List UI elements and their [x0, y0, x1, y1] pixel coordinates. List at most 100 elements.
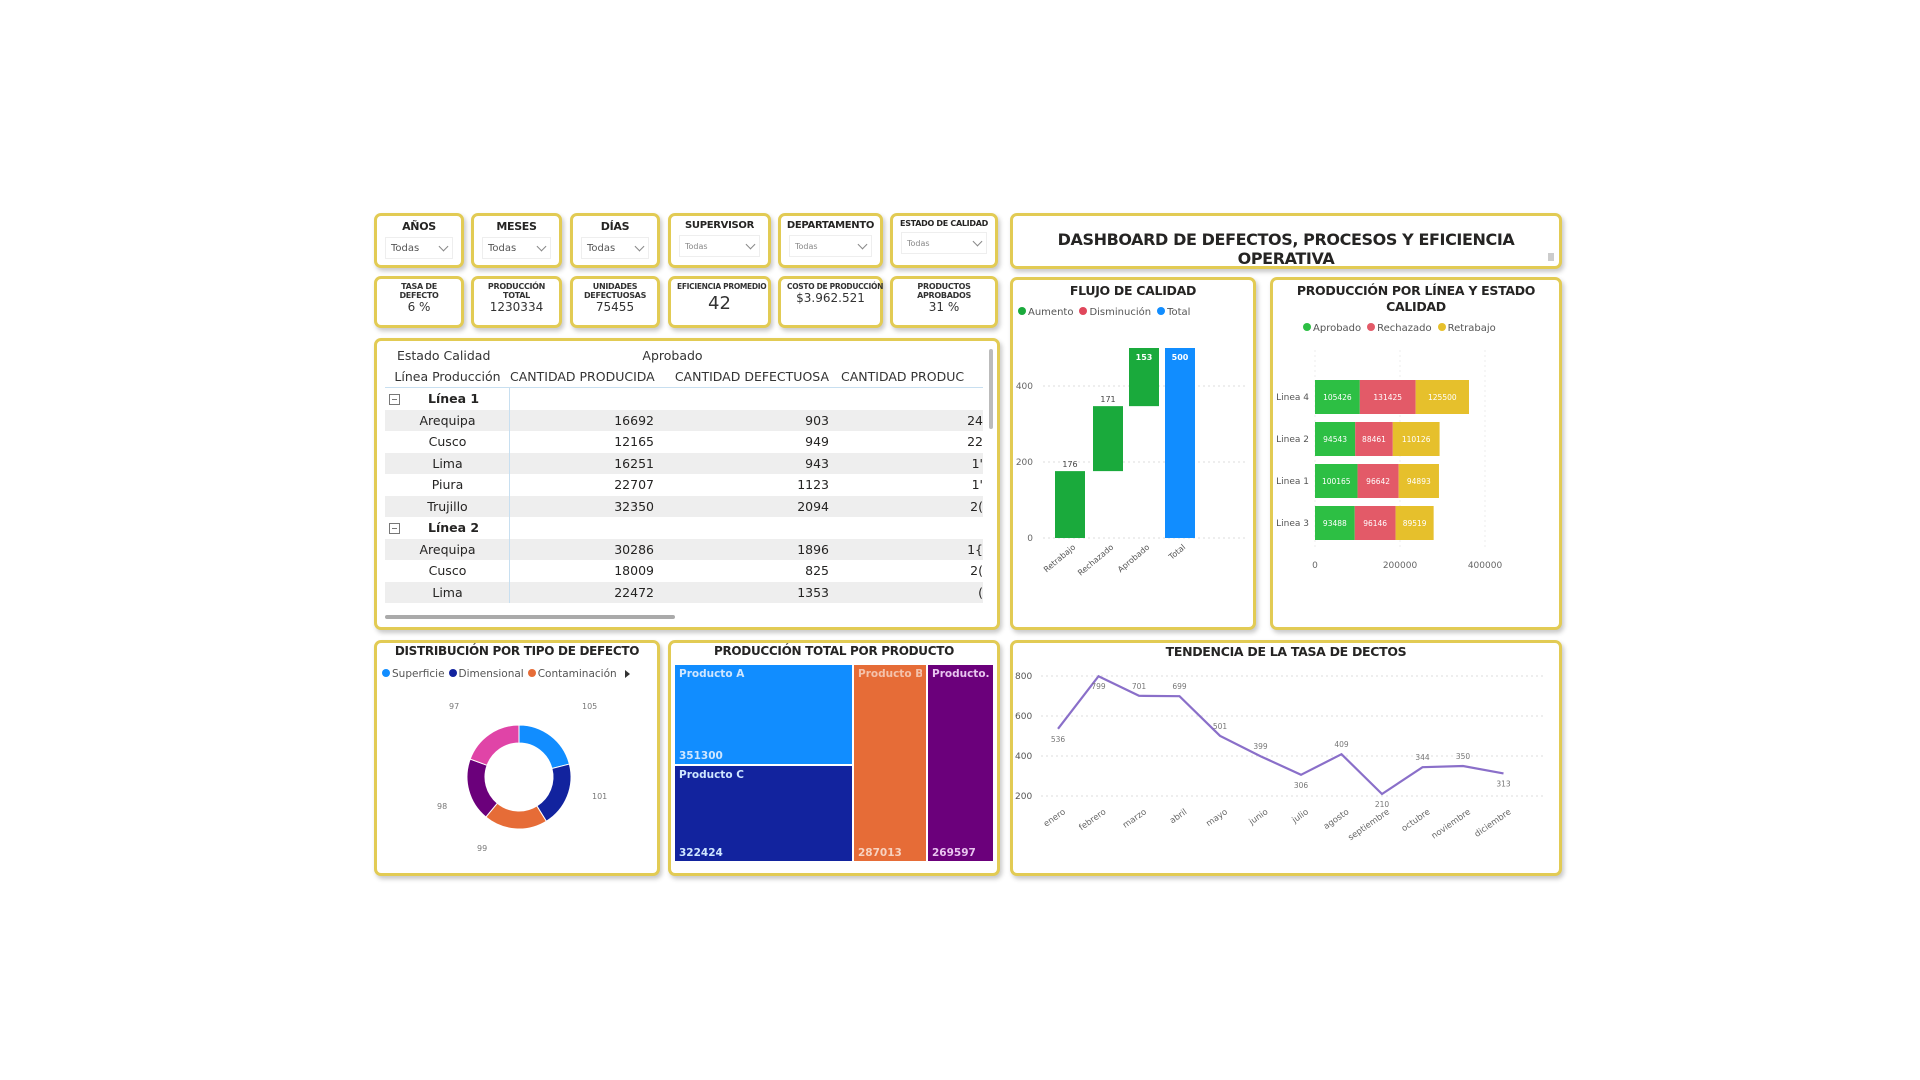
legend-item[interactable]: Dimensional	[448, 668, 524, 680]
waterfall-plot: 0 200 400 176 Retrabajo 171 Rechazado 153 Aproba…	[1016, 348, 1248, 578]
legend-dot-icon	[527, 669, 536, 677]
slicer-días: DÍAS Todas	[570, 213, 660, 268]
svg-text:101: 101	[592, 792, 607, 801]
tile-label: Producto...	[932, 668, 989, 680]
treemap-plot: Producto A 351300 Producto C 322424 Prod…	[675, 665, 993, 861]
legend-item[interactable]: Disminución	[1079, 307, 1151, 318]
column-group-header[interactable]: Aprobado	[642, 348, 703, 363]
waterfall-bar	[1093, 406, 1123, 472]
kpi-card: PRODUCCIÓN TOTAL 1230334	[471, 276, 562, 328]
slicer-estado-de-calidad: ESTADO DE CALIDAD Todas	[890, 213, 998, 268]
kpi-card: COSTO DE PRODUCCIÓN $3.962.521	[778, 276, 883, 328]
svg-text:0: 0	[1312, 561, 1318, 571]
bar-segment	[1354, 506, 1396, 540]
svg-text:210: 210	[1375, 800, 1390, 809]
extra-cell: (	[978, 584, 983, 600]
svg-text:94893: 94893	[1407, 477, 1431, 486]
donut-chart: DISTRIBUCIÓN POR TIPO DE DEFECTO Superfi…	[374, 640, 660, 876]
defectuosa-cell: 1353	[797, 584, 829, 600]
legend-item[interactable]: Aumento	[1018, 307, 1073, 318]
slicer-años: AÑOS Todas	[374, 213, 464, 268]
row-header-top: Estado Calidad	[397, 348, 491, 363]
collapse-icon[interactable]	[389, 394, 400, 406]
collapse-icon[interactable]	[389, 523, 400, 535]
svg-text:94543: 94543	[1323, 435, 1347, 444]
slicer-dropdown[interactable]: Todas	[385, 237, 453, 259]
column-header[interactable]: CANTIDAD DEFECTUOSA	[674, 369, 829, 384]
chevron-down-icon	[634, 241, 645, 251]
waterfall-bar	[1165, 348, 1195, 538]
extra-cell: 1{	[967, 541, 983, 557]
kpi-card: EFICIENCIA PROMEDIO 42	[668, 276, 771, 328]
svg-text:100165: 100165	[1322, 477, 1351, 486]
legend-item[interactable]: Contaminación	[527, 668, 617, 680]
slicer-value: Todas	[685, 241, 708, 251]
svg-text:Linea 4: Linea 4	[1276, 393, 1309, 403]
svg-text:125500: 125500	[1428, 393, 1457, 402]
donut-plot: 105 101 99 98 97	[437, 702, 607, 853]
svg-text:Linea 3: Linea 3	[1276, 519, 1309, 529]
slicer-dropdown[interactable]: Todas	[679, 235, 760, 257]
horizontal-scrollbar[interactable]	[385, 615, 675, 619]
city-cell: Lima	[432, 455, 463, 471]
treemap-chart: PRODUCCIÓN TOTAL POR PRODUCTO Producto A…	[668, 640, 1000, 876]
column-header[interactable]: CANTIDAD PRODUC	[841, 369, 965, 384]
extra-cell: 2(	[970, 563, 983, 579]
slicer-value: Todas	[907, 238, 930, 248]
bar-segment	[1357, 464, 1399, 498]
treemap-tile[interactable]: Producto B 287013	[854, 665, 926, 861]
chevron-down-icon	[536, 241, 547, 251]
tile-label: Producto B	[858, 668, 922, 680]
svg-text:96642: 96642	[1366, 477, 1390, 486]
svg-text:93488: 93488	[1323, 519, 1347, 528]
slicer-meses: MESES Todas	[471, 213, 562, 268]
bar-segment	[1359, 380, 1416, 414]
slicer-value: Todas	[488, 242, 517, 254]
svg-text:800: 800	[1015, 672, 1032, 682]
slicer-supervisor: SUPERVISOR Todas	[668, 213, 771, 268]
slicer-value: Todas	[587, 242, 616, 254]
column-header[interactable]: CANTIDAD PRODUCIDA	[510, 369, 655, 384]
resize-handle[interactable]	[1548, 253, 1554, 261]
tile-label: Producto C	[679, 769, 744, 781]
table-row: Cusco 12165 949 22	[385, 431, 983, 453]
legend-item[interactable]: Retrabajo	[1437, 323, 1496, 334]
treemap-tile[interactable]: Producto C 322424	[675, 766, 852, 861]
svg-text:701: 701	[1132, 682, 1147, 691]
slicer-dropdown[interactable]: Todas	[789, 235, 872, 257]
group-row: Línea 1	[385, 388, 983, 410]
legend-next-arrow-icon[interactable]	[624, 670, 630, 678]
svg-text:799: 799	[1091, 682, 1106, 691]
page-title: DASHBOARD DE DEFECTOS, PROCESOS Y EFICIE…	[1057, 230, 1515, 268]
legend-dot-icon	[448, 669, 457, 677]
svg-text:98: 98	[437, 802, 447, 811]
slicer-dropdown[interactable]: Todas	[581, 237, 649, 259]
slicer-dropdown[interactable]: Todas	[482, 237, 551, 259]
legend-item[interactable]: Aprobado	[1303, 323, 1361, 334]
svg-text:153: 153	[1136, 353, 1153, 362]
row-header[interactable]: Línea Producción	[394, 369, 501, 384]
bar-segment	[1415, 380, 1469, 414]
svg-text:536: 536	[1051, 735, 1066, 744]
donut-slice	[536, 763, 572, 822]
legend-item[interactable]: Rechazado	[1367, 323, 1432, 334]
treemap-tile[interactable]: Producto A 351300	[675, 665, 852, 764]
chevron-down-icon	[857, 239, 868, 249]
table-row: Lima 22472 1353 (	[385, 581, 983, 603]
svg-text:88461: 88461	[1362, 435, 1386, 444]
kpi-value: 42	[708, 293, 731, 314]
slicer-title: DÍAS	[600, 220, 630, 233]
svg-text:400: 400	[1015, 752, 1032, 762]
donut-slice	[469, 724, 520, 766]
treemap-tile[interactable]: Producto... 269597	[928, 665, 993, 861]
trend-line	[1057, 674, 1504, 796]
svg-text:septiembre: septiembre	[1346, 807, 1391, 843]
legend-item[interactable]: Total	[1157, 307, 1190, 318]
legend-item[interactable]: Superficie	[382, 668, 445, 680]
donut-slice	[485, 802, 547, 830]
vertical-scrollbar[interactable]	[989, 349, 993, 429]
chart-legend: Aprobado Rechazado Retrabajo	[1303, 323, 1559, 334]
slicer-dropdown[interactable]: Todas	[901, 232, 987, 254]
extra-cell: 1'	[971, 477, 983, 493]
legend-dot-icon	[1303, 323, 1311, 331]
